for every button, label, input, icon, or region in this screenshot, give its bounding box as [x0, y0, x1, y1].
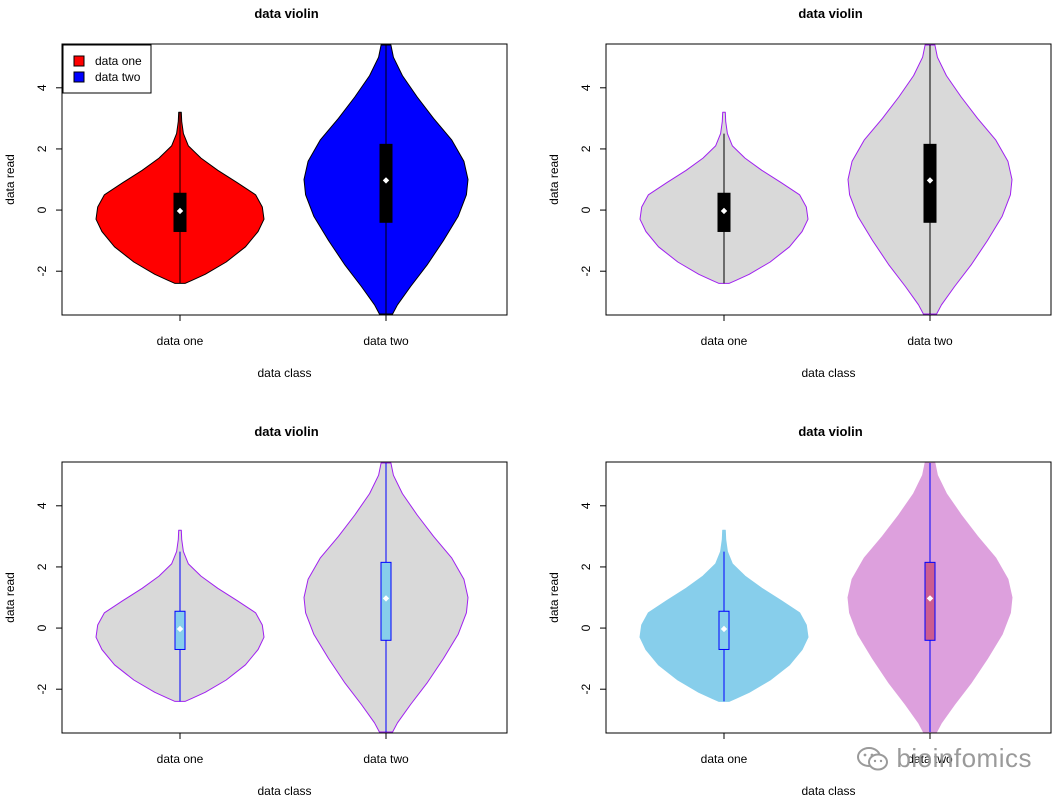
watermark: bioinfomics [856, 743, 1032, 774]
x-tick-label: data two [907, 752, 953, 766]
y-tick-label: 0 [35, 206, 49, 213]
y-tick-label: 4 [35, 84, 49, 91]
y-tick-label: -2 [579, 684, 593, 695]
y-tick-label: 4 [579, 84, 593, 91]
chart-title: data violin [254, 6, 318, 21]
legend-swatch [73, 55, 85, 67]
x-axis-label: data class [801, 784, 855, 798]
y-tick-label: -2 [579, 266, 593, 277]
median-point-2 [382, 595, 390, 602]
x-axis-label: data class [257, 366, 311, 380]
chart-title: data violin [254, 424, 318, 439]
y-tick-label: 4 [35, 502, 49, 509]
chart-panel-2: data violin data one data two -2 0 2 4 data cla… [547, 6, 1052, 380]
x-tick-label: data two [363, 752, 409, 766]
y-tick-label: 2 [579, 145, 593, 152]
legend-swatch [73, 71, 85, 83]
median-point-1 [720, 207, 728, 215]
plot-frame [605, 43, 1052, 316]
median-point-2 [926, 595, 934, 602]
x-tick-label: data one [157, 752, 204, 766]
plot-frame [61, 461, 508, 734]
legend-label: data one [95, 54, 142, 68]
legend-box [62, 44, 152, 94]
y-axis-label: data read [547, 154, 561, 205]
y-tick-label: 0 [35, 624, 49, 631]
chart-panel-1: data violin data one data two -2 0 2 4 data cla… [3, 6, 508, 380]
x-axis-label: data class [257, 784, 311, 798]
y-tick-label: 4 [579, 502, 593, 509]
plot-frame [605, 461, 1052, 734]
watermark-text: bioinfomics [896, 743, 1032, 773]
y-tick-label: 2 [35, 563, 49, 570]
x-tick-label: data one [157, 334, 204, 348]
chart-panel-3: data violin data one data two -2 0 2 4 data cla… [3, 424, 508, 798]
plot-frame [61, 43, 508, 316]
x-tick-label: data two [363, 334, 409, 348]
median-point-2 [926, 177, 934, 184]
y-tick-label: 2 [35, 145, 49, 152]
median-point-2 [382, 177, 390, 184]
legend: data one data two [62, 44, 152, 94]
chart-panel-4: data violin data one data two -2 0 2 4 data cla… [547, 424, 1052, 798]
chart-title: data violin [798, 424, 862, 439]
y-axis-label: data read [547, 572, 561, 623]
median-point-1 [176, 625, 184, 633]
y-tick-label: 0 [579, 624, 593, 631]
wechat-icon [857, 746, 889, 770]
y-axis-label: data read [3, 572, 17, 623]
y-tick-label: 2 [579, 563, 593, 570]
chart-title: data violin [798, 6, 862, 21]
y-tick-label: -2 [35, 684, 49, 695]
x-tick-label: data one [701, 334, 748, 348]
x-tick-label: data two [907, 334, 953, 348]
y-tick-label: -2 [35, 266, 49, 277]
median-point-1 [176, 207, 184, 215]
y-axis-label: data read [3, 154, 17, 205]
x-axis-label: data class [801, 366, 855, 380]
legend-label: data two [95, 70, 141, 84]
x-tick-label: data one [701, 752, 748, 766]
median-point-1 [720, 625, 728, 633]
y-tick-label: 0 [579, 206, 593, 213]
